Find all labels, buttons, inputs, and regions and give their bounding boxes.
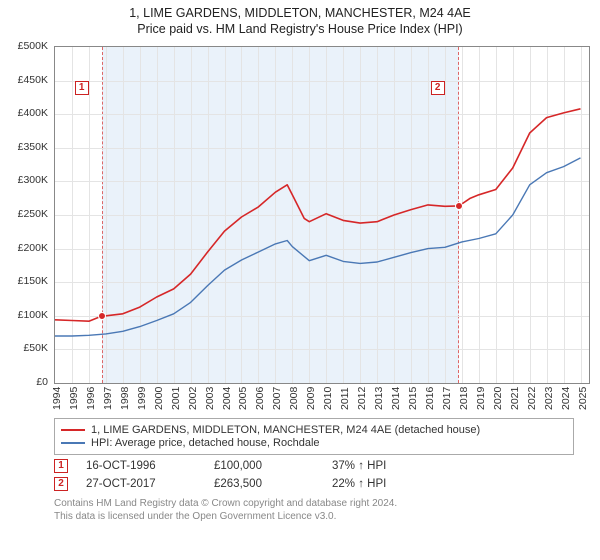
y-tick-label: £450K	[18, 74, 48, 86]
plot-area: 12	[54, 46, 590, 384]
legend-label: 1, LIME GARDENS, MIDDLETON, MANCHESTER, …	[91, 424, 480, 436]
series-price_paid	[55, 109, 581, 321]
x-tick-label: 2003	[204, 387, 216, 410]
series-svg	[55, 47, 589, 383]
footer-line: This data is licensed under the Open Gov…	[54, 510, 592, 523]
sale-pct: 22% ↑ HPI	[332, 478, 422, 490]
x-tick-label: 1999	[136, 387, 148, 410]
sale-amount: £100,000	[214, 460, 314, 472]
legend: 1, LIME GARDENS, MIDDLETON, MANCHESTER, …	[54, 418, 574, 455]
sale-row: 1 16-OCT-1996 £100,000 37% ↑ HPI	[54, 459, 592, 473]
y-tick-label: £300K	[18, 174, 48, 186]
x-tick-label: 2009	[305, 387, 317, 410]
y-tick-label: £350K	[18, 141, 48, 153]
footer-line: Contains HM Land Registry data © Crown c…	[54, 497, 592, 510]
x-axis: 1994 1995 1996 1997 1998 1999 2000 2001 2002 2003…	[54, 386, 590, 412]
x-tick-label: 2021	[509, 387, 521, 410]
y-tick-label: £50K	[23, 342, 48, 354]
legend-swatch	[61, 429, 85, 431]
x-tick-label: 2019	[475, 387, 487, 410]
chart-container: 1, LIME GARDENS, MIDDLETON, MANCHESTER, …	[0, 0, 600, 527]
footer: Contains HM Land Registry data © Crown c…	[54, 497, 592, 523]
sale-point	[455, 202, 463, 210]
y-tick-label: £200K	[18, 242, 48, 254]
x-tick-label: 2016	[424, 387, 436, 410]
y-tick-label: £100K	[18, 309, 48, 321]
x-tick-label: 2015	[407, 387, 419, 410]
y-axis: £0£50K£100K£150K£200K£250K£300K£350K£400…	[8, 42, 52, 384]
sale-marker: 2	[54, 477, 68, 491]
title-subtitle: Price paid vs. HM Land Registry's House …	[8, 22, 592, 36]
x-tick-label: 2002	[187, 387, 199, 410]
sale-date: 27-OCT-2017	[86, 478, 196, 490]
x-tick-label: 1998	[119, 387, 131, 410]
y-tick-label: £150K	[18, 275, 48, 287]
sale-marker: 1	[54, 459, 68, 473]
legend-item: 1, LIME GARDENS, MIDDLETON, MANCHESTER, …	[61, 424, 567, 436]
y-tick-label: £500K	[18, 40, 48, 52]
x-tick-label: 2022	[526, 387, 538, 410]
chart-area: £0 £50K £100K £150K £200K £250K £300K £350K £400…	[8, 42, 592, 412]
sale-pct: 37% ↑ HPI	[332, 460, 422, 472]
x-tick-label: 2013	[373, 387, 385, 410]
x-tick-label: 2000	[153, 387, 165, 410]
x-tick-label: 2010	[322, 387, 334, 410]
x-tick-label: 1996	[85, 387, 97, 410]
marker-box: 1	[75, 81, 89, 95]
x-tick-label: 2001	[170, 387, 182, 410]
title-address: 1, LIME GARDENS, MIDDLETON, MANCHESTER, …	[8, 6, 592, 20]
x-tick-label: 2008	[288, 387, 300, 410]
x-tick-label: 2020	[492, 387, 504, 410]
y-tick-label: £0	[36, 376, 48, 388]
x-tick-label: 2024	[560, 387, 572, 410]
x-tick-label: 2025	[577, 387, 589, 410]
y-tick-label: £250K	[18, 208, 48, 220]
x-tick-label: 2005	[237, 387, 249, 410]
x-tick-label: 2011	[339, 387, 351, 410]
x-tick-label: 2012	[356, 387, 368, 410]
x-tick-label: 1994	[51, 387, 63, 410]
y-tick-label: £400K	[18, 107, 48, 119]
x-tick-label: 2023	[543, 387, 555, 410]
sale-amount: £263,500	[214, 478, 314, 490]
x-tick-label: 1995	[68, 387, 80, 410]
x-tick-label: 2018	[458, 387, 470, 410]
x-tick-label: 2006	[254, 387, 266, 410]
x-tick-label: 2017	[441, 387, 453, 410]
marker-box: 2	[431, 81, 445, 95]
x-tick-label: 2014	[390, 387, 402, 410]
legend-swatch	[61, 442, 85, 444]
title-block: 1, LIME GARDENS, MIDDLETON, MANCHESTER, …	[8, 6, 592, 36]
x-tick-label: 2004	[221, 387, 233, 410]
legend-label: HPI: Average price, detached house, Roch…	[91, 437, 320, 449]
legend-item: HPI: Average price, detached house, Roch…	[61, 437, 567, 449]
x-tick-label: 2007	[271, 387, 283, 410]
x-tick-label: 1997	[102, 387, 114, 410]
sale-row: 2 27-OCT-2017 £263,500 22% ↑ HPI	[54, 477, 592, 491]
sale-date: 16-OCT-1996	[86, 460, 196, 472]
sale-point	[98, 312, 106, 320]
